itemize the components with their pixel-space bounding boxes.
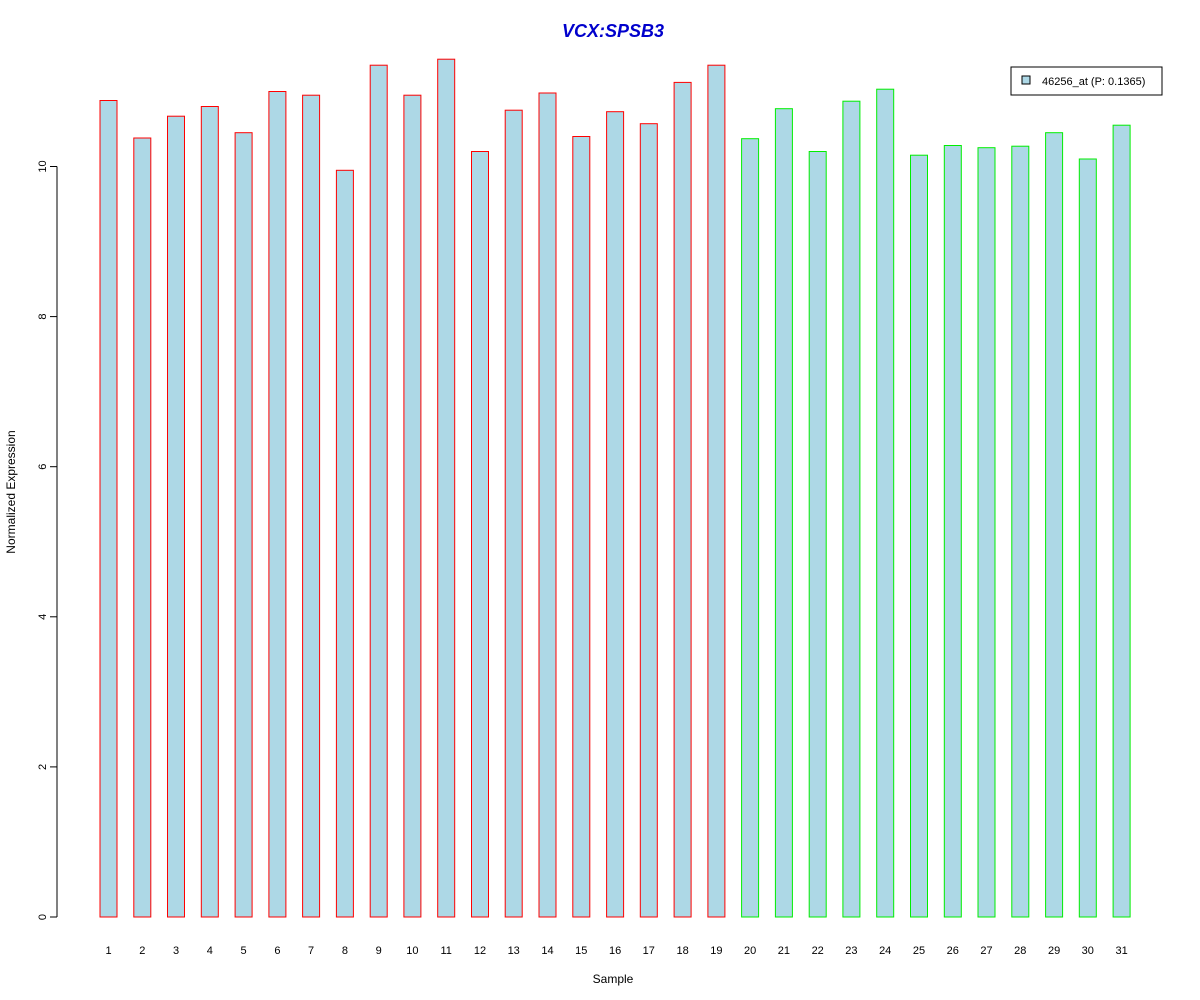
x-axis-label: Sample (593, 972, 634, 986)
bar-sample-16 (606, 111, 625, 918)
x-tick-label: 31 (1115, 945, 1127, 957)
bar-sample-17 (639, 123, 658, 918)
x-tick-label: 15 (575, 945, 587, 957)
x-tick-label: 4 (207, 945, 213, 957)
x-tick-label: 7 (308, 945, 314, 957)
y-axis: 0 2 4 6 8 10 (37, 160, 58, 920)
x-tick-label: 19 (710, 945, 722, 957)
bar-sample-8 (335, 169, 354, 918)
bar-sample-18 (673, 81, 692, 918)
x-tick-label: 17 (643, 945, 655, 957)
bar-sample-12 (471, 151, 489, 918)
x-tick-label: 1 (105, 945, 111, 957)
bar-sample-22 (808, 151, 827, 918)
x-tick-label: 20 (744, 945, 756, 957)
bar-sample-6 (268, 91, 287, 918)
bar-sample-23 (842, 100, 861, 918)
x-tick-label: 23 (845, 945, 857, 957)
bar-sample-28 (1011, 145, 1030, 918)
bar-sample-13 (504, 109, 523, 918)
x-tick-label: 24 (879, 945, 891, 957)
legend-label: 46256_at (P: 0.1365) (1042, 76, 1145, 88)
x-tick-label: 10 (406, 945, 418, 957)
bar-sample-4 (200, 106, 219, 918)
y-tick-label: 8 (37, 314, 49, 320)
y-tick-label: 0 (37, 914, 49, 920)
bar-sample-31 (1112, 124, 1131, 918)
bar-sample-10 (403, 94, 422, 918)
bar-sample-2 (133, 137, 152, 918)
bar-sample-29 (1045, 132, 1064, 918)
x-tick-label: 13 (508, 945, 520, 957)
x-tick-label: 18 (676, 945, 688, 957)
bar-sample-11 (437, 58, 456, 918)
x-tick-label: 12 (474, 945, 486, 957)
x-tick-label: 9 (376, 945, 382, 957)
y-axis-label: Normalized Expression (4, 430, 18, 553)
x-tick-label: 27 (980, 945, 992, 957)
x-tick-label: 11 (440, 945, 451, 957)
x-tick-label: 29 (1048, 945, 1060, 957)
bar-sample-5 (234, 132, 253, 918)
x-tick-label: 14 (541, 945, 553, 957)
x-tick-label: 26 (947, 945, 959, 957)
x-tick-labels: 1 2 3 4 5 6 7 8 9 10 11 12 13 14 15 16 17 18 19 20 21 22 23 24 2… (105, 945, 1127, 957)
y-tick-label: 6 (37, 464, 49, 470)
bar-sample-1 (99, 100, 118, 918)
bar-sample-14 (538, 92, 557, 918)
bar-sample-7 (302, 94, 321, 918)
bar-sample-27 (977, 147, 996, 918)
bar-sample-19 (707, 64, 726, 918)
bar-sample-30 (1078, 158, 1097, 918)
x-tick-label: 25 (913, 945, 925, 957)
chart-title: VCX:SPSB3 (562, 21, 664, 41)
x-tick-label: 8 (342, 945, 348, 957)
x-tick-label: 22 (812, 945, 824, 957)
bar-sample-15 (572, 136, 591, 918)
y-tick-label: 2 (37, 764, 49, 770)
bars (99, 58, 1131, 918)
x-tick-label: 21 (778, 945, 790, 957)
x-tick-label: 5 (241, 945, 247, 957)
x-tick-label: 2 (139, 945, 145, 957)
x-tick-label: 16 (609, 945, 621, 957)
legend-swatch (1021, 75, 1031, 85)
bar-sample-24 (876, 88, 895, 918)
x-tick-label: 3 (173, 945, 179, 957)
bar-sample-9 (369, 64, 388, 918)
legend: 46256_at (P: 0.1365) (1010, 66, 1163, 96)
bar-sample-26 (943, 145, 962, 918)
legend-box (1010, 66, 1163, 96)
y-tick-label: 4 (37, 614, 49, 620)
y-tick-label: 10 (37, 160, 49, 172)
x-tick-label: 28 (1014, 945, 1026, 957)
x-tick-label: 6 (274, 945, 280, 957)
bar-sample-25 (910, 154, 928, 918)
bar-sample-20 (741, 138, 760, 918)
bar-sample-3 (167, 115, 185, 918)
x-tick-label: 30 (1082, 945, 1094, 957)
bar-sample-21 (774, 108, 793, 918)
